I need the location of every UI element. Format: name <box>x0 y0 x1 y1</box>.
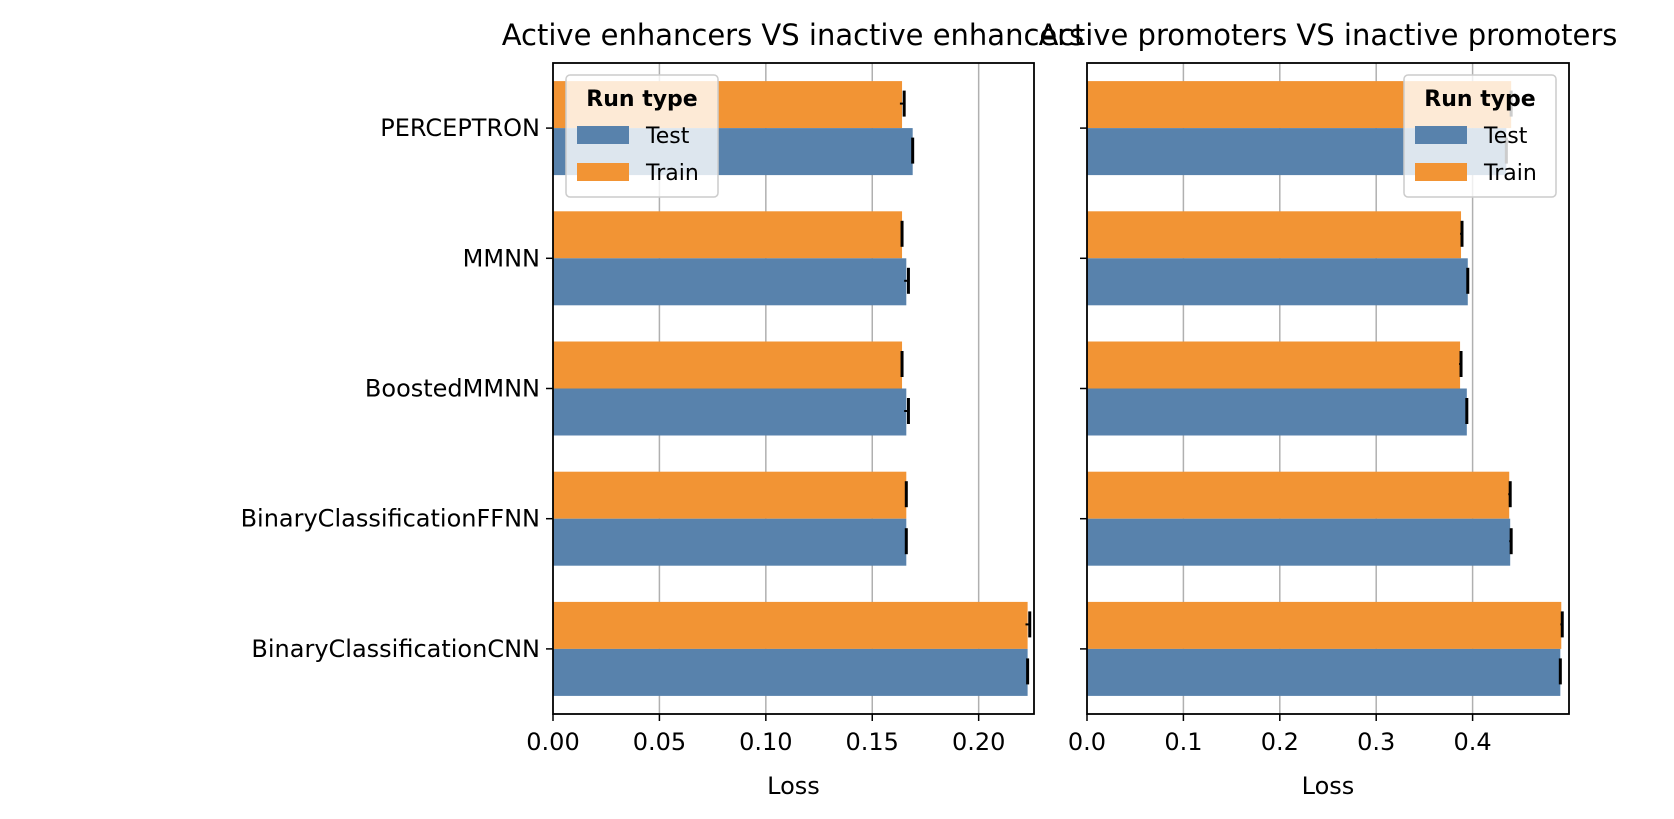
chart-panel-2: 0.0 0.1 0.2 0.3 0.4 Loss Active promoters VS i… <box>1039 18 1618 800</box>
x-tick-label: 0.00 <box>526 728 579 756</box>
legend: Run type Test Train <box>1403 74 1557 198</box>
bar-test <box>1087 518 1511 566</box>
legend-label-test: Test <box>1483 124 1528 149</box>
legend-label-train: Train <box>645 161 699 186</box>
bar-test <box>1087 648 1561 696</box>
x-tick-label: 0.1 <box>1164 728 1202 756</box>
bar-train <box>553 601 1028 649</box>
bar-train <box>553 211 903 259</box>
category-label: PERCEPTRON <box>380 114 540 142</box>
chart-title: Active enhancers VS inactive enhancers <box>502 18 1085 52</box>
bar-train <box>1087 601 1562 649</box>
legend-title: Run type <box>1424 87 1535 112</box>
bar-test <box>1087 388 1467 436</box>
category-label: BinaryClassificationCNN <box>251 635 540 663</box>
bar-train <box>1087 211 1462 259</box>
bar-train <box>1087 471 1510 519</box>
x-tick-label: 0.20 <box>952 728 1005 756</box>
x-tick-label: 0.4 <box>1454 728 1492 756</box>
x-tick-label: 0.2 <box>1261 728 1299 756</box>
legend-label-train: Train <box>1483 161 1537 186</box>
legend-title: Run type <box>586 87 697 112</box>
category-label: BinaryClassificationFFNN <box>241 505 540 533</box>
axes-frame <box>552 62 1035 715</box>
category-label: MMNN <box>463 244 540 272</box>
legend-swatch-test <box>577 126 629 144</box>
bar-train <box>1087 341 1461 389</box>
chart-panel-1: PERCEPTRON MMNN BoostedMMNN BinaryClassific… <box>241 18 1085 800</box>
category-label: BoostedMMNN <box>365 375 540 403</box>
x-axis-label: Loss <box>767 772 820 800</box>
x-tick-label: 0.10 <box>739 728 792 756</box>
legend-swatch-train <box>577 163 629 181</box>
bar-test <box>553 518 907 566</box>
bar-test <box>553 388 907 436</box>
legend-label-test: Test <box>645 124 690 149</box>
legend-swatch-test <box>1415 126 1467 144</box>
bar-train <box>553 341 903 389</box>
legend-swatch-train <box>1415 163 1467 181</box>
x-tick-label: 0.15 <box>846 728 899 756</box>
chart-title: Active promoters VS inactive promoters <box>1039 18 1618 52</box>
x-tick-label: 0.05 <box>633 728 686 756</box>
x-tick-label: 0.3 <box>1357 728 1395 756</box>
bar-test <box>1087 258 1468 306</box>
bar-train <box>553 471 907 519</box>
bar-test <box>553 648 1028 696</box>
x-tick-label: 0.0 <box>1068 728 1106 756</box>
legend: Run type Test Train <box>565 74 719 198</box>
axes-frame <box>1086 62 1570 715</box>
x-axis-label: Loss <box>1302 772 1355 800</box>
bar-test <box>553 258 907 306</box>
